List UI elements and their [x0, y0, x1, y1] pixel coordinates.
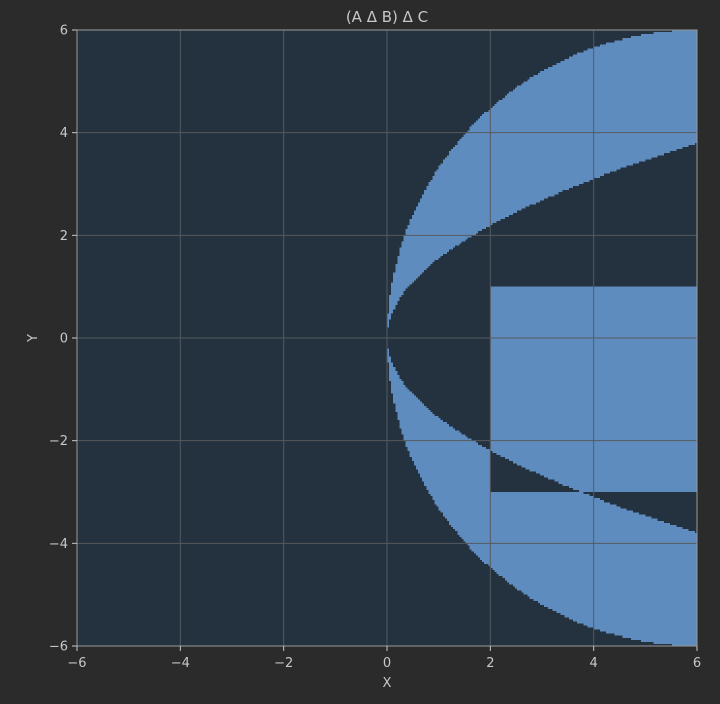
x-tick-label: 0	[383, 656, 391, 671]
x-tick-label: −4	[171, 656, 190, 671]
y-tick-label: −4	[49, 537, 68, 552]
y-tick-label: 2	[60, 229, 68, 244]
y-tick-label: 0	[60, 332, 68, 347]
x-tick-label: −6	[67, 656, 86, 671]
y-axis-ticks: 6 4 2 0 −2 −4 −6	[49, 24, 77, 655]
y-tick-label: −2	[49, 434, 68, 449]
y-axis-label: Y	[26, 334, 41, 343]
x-tick-label: 4	[590, 656, 598, 671]
plot-area	[76, 29, 698, 647]
x-tick-label: 6	[693, 656, 701, 671]
x-tick-label: 2	[486, 656, 494, 671]
y-tick-label: −6	[49, 640, 68, 655]
y-tick-label: 6	[60, 24, 68, 39]
x-tick-label: −2	[274, 656, 293, 671]
y-tick-label: 4	[60, 126, 68, 141]
chart-title: (A Δ B) Δ C	[346, 8, 428, 26]
x-axis-label: X	[383, 676, 392, 691]
x-axis-ticks: −6 −4 −2 0 2 4 6	[67, 646, 701, 671]
